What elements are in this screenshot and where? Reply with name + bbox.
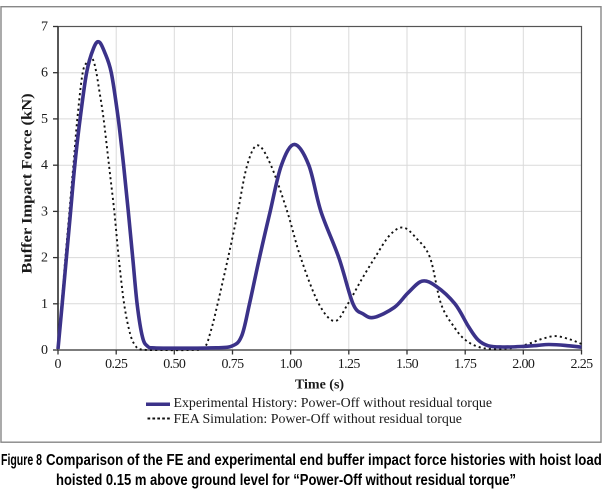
svg-text:2.25: 2.25	[570, 357, 593, 372]
svg-text:6: 6	[41, 66, 48, 81]
svg-text:1.75: 1.75	[454, 357, 477, 372]
svg-text:1: 1	[41, 297, 48, 312]
svg-text:0.25: 0.25	[105, 357, 128, 372]
svg-text:2: 2	[41, 251, 48, 266]
svg-text:0.50: 0.50	[163, 357, 186, 372]
svg-text:Experimental History: Power-Of: Experimental History: Power-Off without …	[174, 396, 493, 411]
svg-text:1.25: 1.25	[338, 357, 361, 372]
svg-text:0: 0	[55, 357, 62, 372]
svg-text:2.00: 2.00	[512, 357, 535, 372]
svg-text:0.75: 0.75	[221, 357, 244, 372]
svg-text:3: 3	[41, 204, 48, 219]
svg-text:Time (s): Time (s)	[295, 378, 344, 393]
svg-text:Buffer Impact Force (kN): Buffer Impact Force (kN)	[19, 93, 35, 273]
svg-text:1.00: 1.00	[280, 357, 303, 372]
svg-text:5: 5	[41, 112, 48, 127]
svg-text:7: 7	[41, 20, 48, 35]
svg-text:FEA Simulation: Power-Off with: FEA Simulation: Power-Off without residu…	[174, 412, 462, 427]
svg-text:1.50: 1.50	[396, 357, 419, 372]
svg-text:0: 0	[41, 343, 48, 358]
svg-text:4: 4	[41, 158, 48, 173]
